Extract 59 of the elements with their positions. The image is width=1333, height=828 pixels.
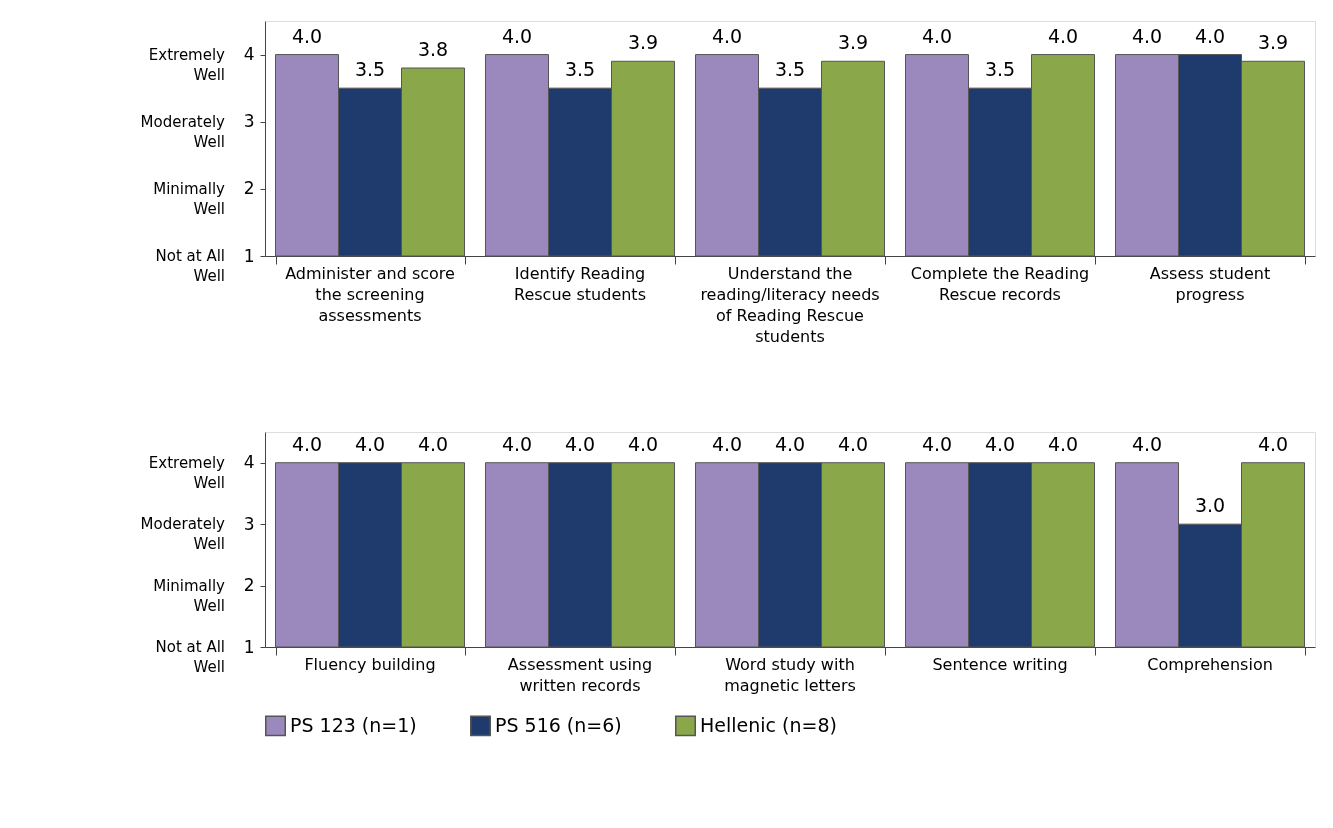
data-label: 4.0 (291, 432, 323, 455)
x-tick-label: Assess student progress (1149, 264, 1271, 304)
text: Minimally Well (153, 179, 226, 218)
data-label: 3.5 (564, 58, 596, 81)
text: Not at All Well (155, 247, 225, 285)
data-label: 3.9 (837, 31, 869, 54)
data-label: 4.0 (417, 432, 449, 455)
data-label: 4.0 (1194, 24, 1226, 47)
y-tick-label: 4 (243, 44, 255, 65)
legend-label: PS 516 (n=6) (495, 713, 622, 736)
data-label: 4.0 (711, 432, 743, 455)
y-tick-label: 2 (243, 178, 255, 199)
text: Extremely Well (148, 453, 226, 492)
legend-label: Hellenic (n=8) (700, 713, 837, 736)
data-label: 3.0 (1194, 494, 1226, 517)
data-label: 4.0 (1047, 432, 1079, 455)
data-label: 3.8 (417, 38, 449, 60)
x-tick-label: Sentence writing (932, 655, 1068, 674)
x-tick-label: Understand the reading/literacy needs of Reading Rescue students (700, 264, 880, 346)
data-label: 3.5 (774, 58, 806, 81)
x-tick-label: Complete the Reading Rescue records (910, 264, 1090, 304)
text: Not at All Well (155, 638, 225, 676)
x-tick-label: Word study with magnetic letters (724, 655, 856, 695)
data-label: 3.9 (627, 31, 659, 54)
text: Minimally Well (153, 576, 226, 615)
text: Moderately Well (140, 112, 226, 151)
data-label: 4.0 (627, 432, 659, 455)
data-label: 4.0 (837, 432, 869, 455)
data-label: 4.0 (1257, 432, 1289, 455)
y-tick-label: 3 (243, 513, 255, 534)
y-tick-label: 1 (243, 245, 255, 266)
y-tick-label: 2 (243, 575, 255, 596)
data-label: 4.0 (291, 24, 323, 47)
data-label: 4.0 (501, 432, 533, 455)
data-label: 3.5 (984, 58, 1016, 81)
text: Extremely Well (148, 45, 226, 84)
data-label: 4.0 (984, 432, 1016, 455)
y-tick-label: 3 (243, 111, 255, 132)
data-label: 3.9 (1257, 31, 1289, 54)
x-tick-label: Administer and score the screening assessments (285, 264, 455, 325)
data-label: 3.5 (354, 58, 386, 81)
x-tick-label: Fluency building (304, 655, 436, 674)
data-label: 4.0 (564, 432, 596, 455)
data-label: 4.0 (1131, 432, 1163, 455)
y-tick-label: 1 (243, 636, 255, 657)
data-label: 4.0 (501, 24, 533, 47)
legend-label: PS 123 (n=1) (290, 713, 417, 736)
data-label: 4.0 (921, 432, 953, 455)
x-tick-label: Comprehension (1147, 655, 1273, 674)
data-label: 4.0 (1047, 24, 1079, 47)
x-tick-label: Assessment using written records (507, 655, 653, 695)
data-label: 4.0 (711, 24, 743, 47)
data-label: 4.0 (354, 432, 386, 455)
data-label: 4.0 (921, 24, 953, 47)
y-tick-label: 4 (243, 452, 255, 473)
text: Moderately Well (140, 515, 226, 554)
data-label: 4.0 (1131, 24, 1163, 47)
x-tick-label: Identify Reading Rescue students (514, 264, 646, 304)
data-label: 4.0 (774, 432, 806, 455)
